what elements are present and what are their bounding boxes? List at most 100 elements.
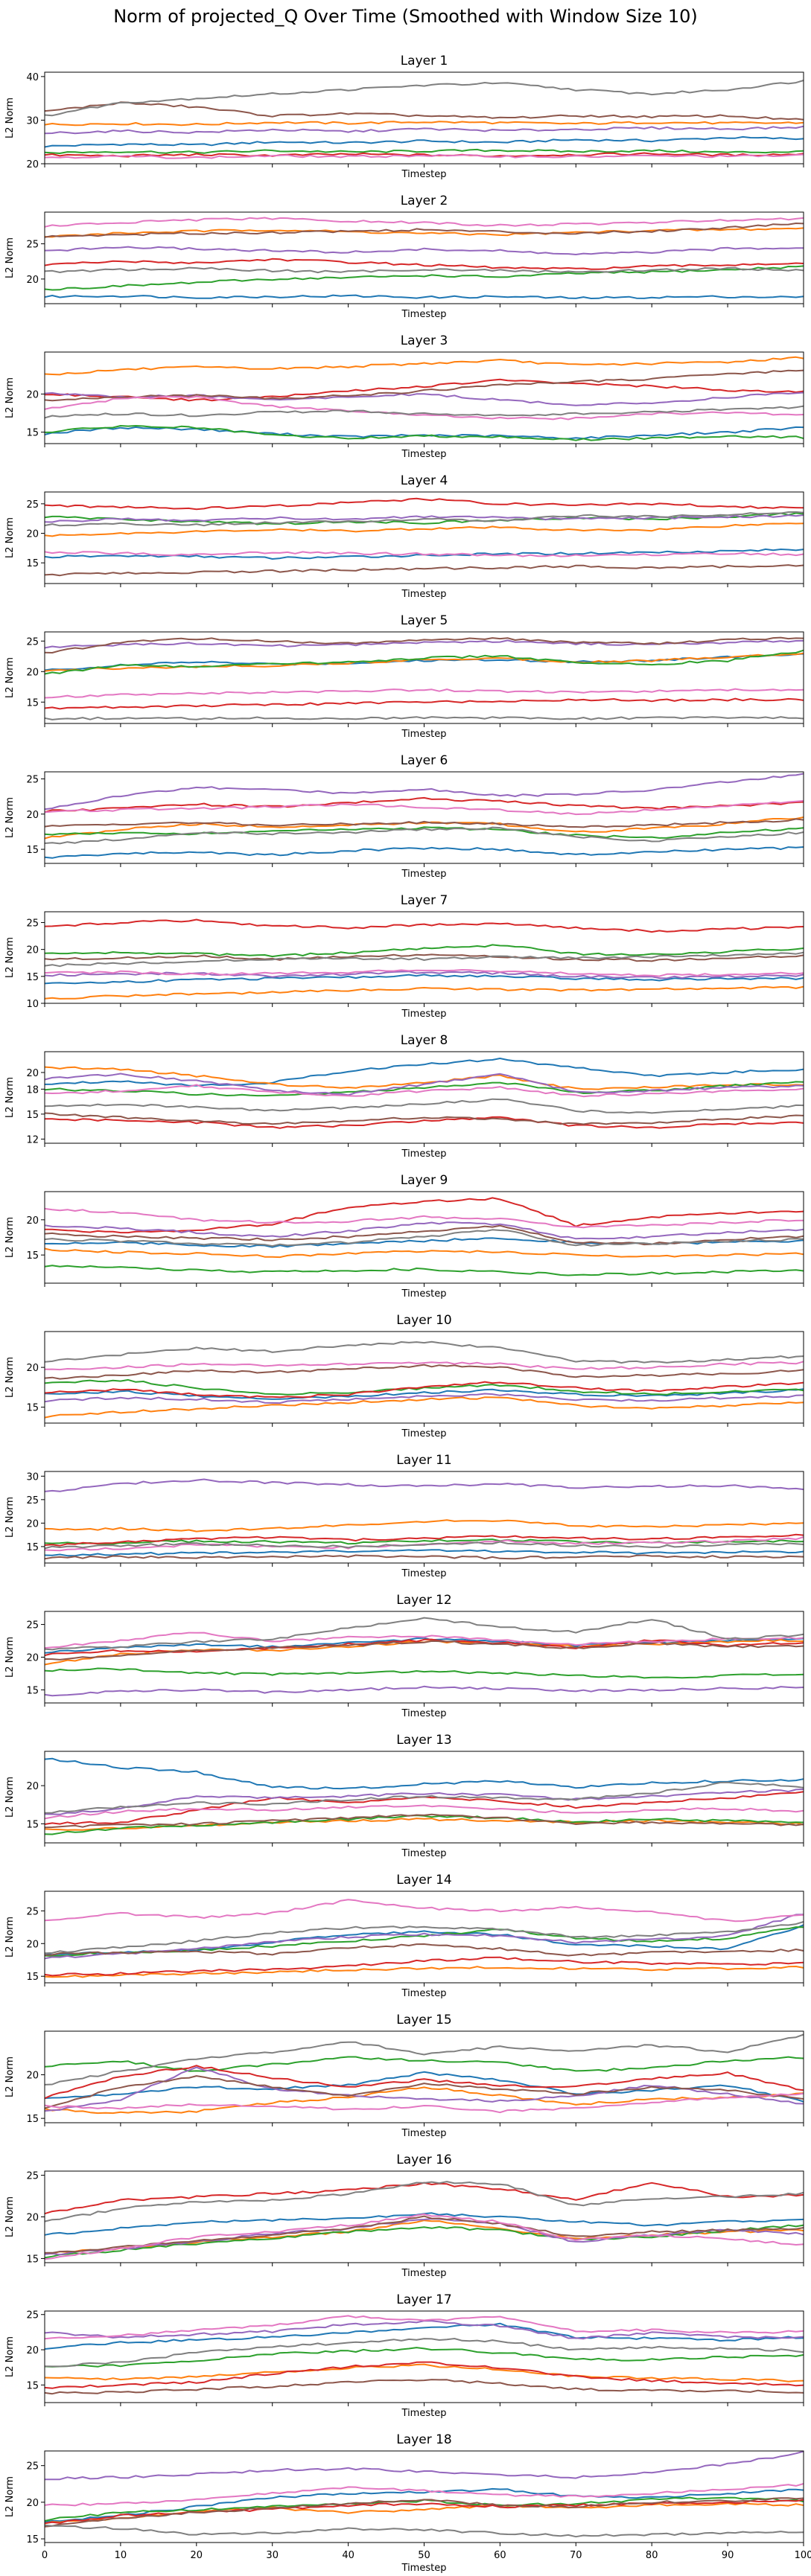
x-axis-label: Timestep <box>401 1148 447 1160</box>
y-axis-label: L2 Norm <box>4 797 16 838</box>
y-tick-label: 20 <box>26 1363 39 1374</box>
series-line-8 <box>44 1617 804 1651</box>
y-tick-label: 25 <box>26 774 39 785</box>
y-tick-label: 15 <box>26 1972 39 1983</box>
subplot-title: Layer 2 <box>401 194 448 208</box>
series-line-2 <box>44 2086 804 2115</box>
x-axis-label: Timestep <box>401 449 447 460</box>
series-line-8 <box>44 2033 804 2086</box>
series-lines <box>44 217 804 299</box>
series-line-1 <box>44 294 804 299</box>
series-line-6 <box>44 2215 804 2254</box>
series-line-2 <box>44 816 804 840</box>
series-line-6 <box>44 636 804 653</box>
y-tick-label: 15 <box>26 1542 39 1553</box>
x-axis-label: Timestep <box>401 309 447 320</box>
subplot-layer-2: Layer 2 20 25 Timestep L2 Norm <box>4 194 804 320</box>
series-line-5 <box>44 971 804 979</box>
y-axis-label: L2 Norm <box>4 1217 16 1258</box>
y-tick-label: 20 <box>26 159 39 170</box>
y-tick-label: 20 <box>26 1939 39 1950</box>
series-line-8 <box>44 1781 804 1814</box>
y-axis-label: L2 Norm <box>4 1917 16 1957</box>
series-line-6 <box>44 101 804 121</box>
series-line-3 <box>44 2056 804 2072</box>
y-tick-label: 25 <box>26 499 39 511</box>
series-line-8 <box>44 1098 804 1114</box>
subplot-layer-16: Layer 16 15 20 25 Timestep L2 Norm <box>4 2152 804 2279</box>
y-tick-label: 15 <box>26 1685 39 1696</box>
series-line-1 <box>44 974 804 985</box>
subplot-title: Layer 1 <box>401 54 448 68</box>
subplot-title: Layer 8 <box>401 1033 448 1048</box>
series-line-7 <box>44 153 804 159</box>
series-line-6 <box>44 564 804 577</box>
y-tick-label: 20 <box>26 945 39 956</box>
y-tick-label: 20 <box>26 1781 39 1792</box>
y-axis-label: L2 Norm <box>4 937 16 978</box>
subplot-title: Layer 18 <box>396 2432 451 2447</box>
series-line-4 <box>44 2065 804 2100</box>
series-line-4 <box>44 152 804 158</box>
x-tick-label: 70 <box>570 2550 582 2561</box>
series-line-6 <box>44 223 804 238</box>
subplot-title: Layer 16 <box>396 2152 451 2167</box>
series-line-4 <box>44 1197 804 1234</box>
y-tick-label: 15 <box>26 2114 39 2125</box>
subplot-layer-14: Layer 14 15 20 25 Timestep L2 Norm <box>4 1873 804 1999</box>
subplot-title: Layer 13 <box>396 1733 451 1748</box>
y-tick-label: 20 <box>26 2071 39 2082</box>
series-line-6 <box>44 1554 804 1560</box>
x-axis-label: Timestep <box>401 1988 447 1999</box>
x-axis-label: Timestep <box>401 169 447 180</box>
series-line-1 <box>44 2071 804 2103</box>
series-line-1 <box>44 1637 804 1654</box>
series-line-7 <box>44 1804 804 1820</box>
series-line-5 <box>44 125 804 135</box>
subplot-title: Layer 11 <box>396 1453 451 1468</box>
subplot-layer-13: Layer 13 15 20 Timestep L2 Norm <box>4 1733 804 1859</box>
y-tick-label: 25 <box>26 2310 39 2321</box>
series-lines <box>44 356 804 441</box>
series-lines <box>44 2033 804 2115</box>
y-tick-label: 25 <box>26 636 39 648</box>
subplot-layer-15: Layer 15 15 20 Timestep L2 Norm <box>4 2013 804 2139</box>
y-tick-label: 20 <box>26 810 39 821</box>
series-line-2 <box>44 2363 804 2382</box>
y-tick-label: 25 <box>26 2171 39 2182</box>
y-tick-label: 20 <box>26 2213 39 2224</box>
x-axis-label: Timestep <box>401 2408 447 2419</box>
y-tick-label: 15 <box>26 1250 39 1262</box>
y-tick-label: 15 <box>26 2254 39 2265</box>
y-tick-label: 15 <box>26 428 39 439</box>
series-line-6 <box>44 2075 804 2109</box>
series-line-2 <box>44 121 804 127</box>
series-line-8 <box>44 2338 804 2368</box>
series-line-7 <box>44 217 804 228</box>
y-axis-label: L2 Norm <box>4 2336 16 2377</box>
y-tick-label: 25 <box>26 1495 39 1506</box>
subplot-title: Layer 14 <box>396 1873 451 1888</box>
series-lines <box>44 1899 804 1978</box>
x-tick-label: 40 <box>342 2550 354 2561</box>
series-line-6 <box>44 369 804 402</box>
series-lines <box>44 1197 804 1276</box>
series-line-4 <box>44 1533 804 1547</box>
y-axis-label: L2 Norm <box>4 1357 16 1398</box>
y-tick-label: 20 <box>26 2498 39 2509</box>
y-axis-label: L2 Norm <box>4 517 16 558</box>
subplot-title: Layer 4 <box>401 473 448 488</box>
series-line-6 <box>44 1224 804 1246</box>
subplot-layer-1: Layer 1 20 30 40 Timestep L2 Norm <box>4 54 804 180</box>
y-tick-label: 20 <box>26 389 39 400</box>
y-tick-label: 25 <box>26 240 39 251</box>
x-axis-label: Timestep <box>401 1848 447 1859</box>
subplot-layer-11: Layer 11 15 20 25 30 Timestep L2 Norm <box>4 1453 804 1579</box>
x-tick-label: 100 <box>795 2550 811 2561</box>
series-lines <box>44 2315 804 2395</box>
y-tick-label: 25 <box>26 918 39 929</box>
y-axis-label: L2 Norm <box>4 2056 16 2097</box>
series-line-7 <box>44 1361 804 1371</box>
x-axis-label: Timestep <box>401 1708 447 1719</box>
